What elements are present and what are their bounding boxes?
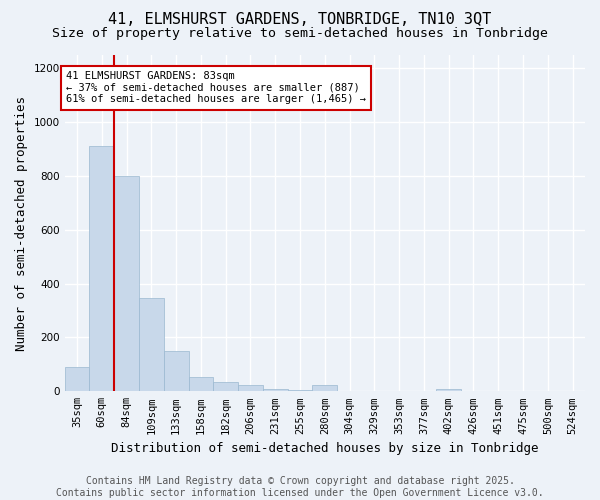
Text: Contains HM Land Registry data © Crown copyright and database right 2025.
Contai: Contains HM Land Registry data © Crown c… — [56, 476, 544, 498]
Bar — [214, 382, 238, 392]
Text: Size of property relative to semi-detached houses in Tonbridge: Size of property relative to semi-detach… — [52, 28, 548, 40]
Bar — [188, 376, 214, 392]
Bar — [89, 146, 114, 392]
Bar — [139, 298, 164, 392]
Bar — [114, 176, 139, 392]
X-axis label: Distribution of semi-detached houses by size in Tonbridge: Distribution of semi-detached houses by … — [111, 442, 539, 455]
Y-axis label: Number of semi-detached properties: Number of semi-detached properties — [15, 96, 28, 350]
Text: 41 ELMSHURST GARDENS: 83sqm
← 37% of semi-detached houses are smaller (887)
61% : 41 ELMSHURST GARDENS: 83sqm ← 37% of sem… — [66, 71, 366, 104]
Bar — [238, 384, 263, 392]
Bar — [65, 367, 89, 392]
Bar — [164, 351, 188, 392]
Bar — [263, 388, 287, 392]
Text: 41, ELMSHURST GARDENS, TONBRIDGE, TN10 3QT: 41, ELMSHURST GARDENS, TONBRIDGE, TN10 3… — [109, 12, 491, 28]
Bar — [313, 384, 337, 392]
Bar — [436, 389, 461, 392]
Bar — [287, 390, 313, 392]
